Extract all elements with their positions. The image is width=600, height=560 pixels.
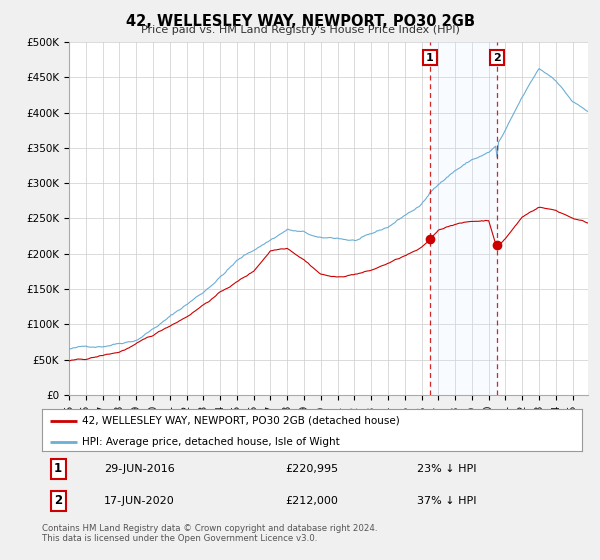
Text: £212,000: £212,000	[286, 496, 338, 506]
Text: 29-JUN-2016: 29-JUN-2016	[104, 464, 175, 474]
Text: 37% ↓ HPI: 37% ↓ HPI	[417, 496, 477, 506]
Text: 17-JUN-2020: 17-JUN-2020	[104, 496, 175, 506]
Text: 23% ↓ HPI: 23% ↓ HPI	[417, 464, 477, 474]
Bar	[430, 42, 497, 395]
Text: 1: 1	[426, 53, 434, 63]
Text: £220,995: £220,995	[286, 464, 338, 474]
Text: 1: 1	[54, 463, 62, 475]
Text: 42, WELLESLEY WAY, NEWPORT, PO30 2GB (detached house): 42, WELLESLEY WAY, NEWPORT, PO30 2GB (de…	[83, 416, 400, 426]
Text: 42, WELLESLEY WAY, NEWPORT, PO30 2GB: 42, WELLESLEY WAY, NEWPORT, PO30 2GB	[125, 14, 475, 29]
Text: 2: 2	[493, 53, 501, 63]
Text: Price paid vs. HM Land Registry's House Price Index (HPI): Price paid vs. HM Land Registry's House …	[140, 25, 460, 35]
Text: Contains HM Land Registry data © Crown copyright and database right 2024.
This d: Contains HM Land Registry data © Crown c…	[42, 524, 377, 543]
Text: HPI: Average price, detached house, Isle of Wight: HPI: Average price, detached house, Isle…	[83, 437, 340, 446]
Text: 2: 2	[54, 494, 62, 507]
